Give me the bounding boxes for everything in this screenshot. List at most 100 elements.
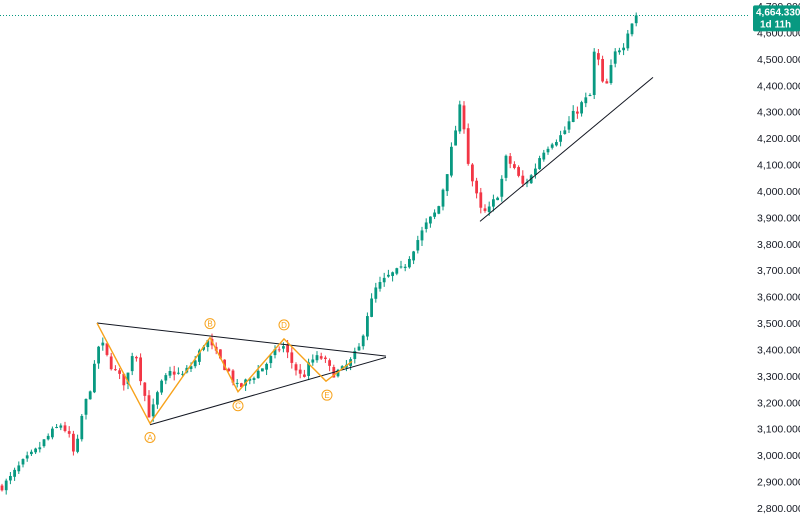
candle-down	[601, 59, 604, 82]
candle-up	[584, 97, 588, 104]
candle-up	[206, 340, 210, 348]
wave-label-c: C	[235, 402, 241, 411]
candle-up	[487, 206, 491, 212]
candle-up	[412, 251, 415, 261]
candle-up	[357, 346, 361, 351]
candle-up	[378, 282, 382, 289]
candle-down	[240, 383, 243, 388]
rising-trendline[interactable]	[479, 76, 654, 222]
candle-down	[471, 164, 474, 182]
candle-up	[424, 222, 428, 229]
candle-up	[408, 258, 411, 268]
candle-up	[626, 33, 630, 49]
candle-up	[580, 102, 583, 114]
wave-label-e-marker	[321, 389, 333, 401]
wave-label-c-marker	[232, 400, 244, 412]
candle-up	[13, 469, 16, 477]
price-tick-label: 4,200.000	[757, 133, 800, 145]
candle-down	[135, 356, 138, 359]
candle-up	[273, 349, 277, 356]
candle-up	[618, 50, 621, 53]
price-tick-label: 3,400.000	[757, 344, 800, 356]
candle-down	[109, 356, 113, 370]
candle-up	[261, 368, 264, 372]
candle-up	[88, 391, 92, 400]
candle-down	[286, 344, 289, 353]
price-tick-label: 4,500.000	[757, 54, 800, 66]
candle-up	[97, 346, 100, 364]
candle-down	[231, 370, 235, 383]
price-tick-label: 2,900.000	[757, 477, 800, 489]
drawings[interactable]: A B C D E	[96, 76, 654, 443]
candle-up	[59, 425, 63, 428]
price-scale[interactable]: 4,700.0004,600.0004,500.0004,400.0004,30…	[757, 1, 800, 514]
candle-down	[605, 81, 609, 84]
candle-down	[319, 356, 323, 359]
candle-up	[416, 240, 420, 251]
candle-down	[479, 192, 483, 208]
candle-up	[55, 426, 58, 428]
candle-up	[282, 346, 285, 349]
candle-up	[21, 459, 25, 465]
candle-down	[122, 373, 126, 386]
candle-down	[294, 364, 298, 371]
triangle-lower-line[interactable]	[149, 356, 387, 426]
candle-up	[202, 346, 205, 350]
candle-down	[462, 105, 466, 130]
last-price-badge-bg	[753, 5, 800, 32]
price-tick-label: 3,800.000	[757, 239, 800, 251]
candle-up	[160, 380, 163, 393]
candle-up	[559, 135, 562, 142]
candle-down	[466, 128, 470, 164]
candle-up	[437, 206, 441, 214]
candle-down	[219, 349, 222, 359]
candle-up	[382, 277, 386, 283]
candle-up	[542, 152, 546, 160]
wave-label-e: E	[324, 391, 329, 400]
candle-up	[265, 363, 268, 370]
candle-up	[340, 366, 344, 370]
price-tick-label: 3,600.000	[757, 292, 800, 304]
candle-down	[298, 369, 302, 374]
candle-up	[235, 382, 239, 384]
wave-zigzag[interactable]	[96, 322, 353, 425]
candle-up	[546, 148, 550, 153]
candle-up	[429, 216, 432, 224]
candle-up	[403, 266, 407, 268]
triangle-upper-line[interactable]	[96, 322, 387, 357]
price-tick-label: 4,300.000	[757, 107, 800, 119]
candle-up	[366, 316, 369, 337]
candle-up	[613, 51, 617, 64]
wave-label-a: A	[147, 433, 153, 442]
candle-down	[277, 349, 281, 351]
candle-up	[189, 366, 193, 369]
price-tick-label: 3,100.000	[757, 424, 800, 436]
candle-down	[483, 208, 487, 211]
candle-up	[315, 355, 319, 361]
candle-up	[17, 465, 21, 472]
candle-up	[76, 438, 79, 452]
candle-down	[227, 368, 231, 372]
candle-up	[391, 272, 394, 276]
wave-label-d: D	[281, 321, 287, 330]
candle-up	[34, 448, 37, 453]
candle-up	[38, 447, 42, 450]
candle-down	[0, 485, 4, 491]
candle-up	[269, 356, 273, 364]
price-tick-label: 3,200.000	[757, 397, 800, 409]
candle-down	[114, 369, 117, 371]
candle-up	[534, 168, 537, 175]
candle-up	[311, 359, 315, 363]
candle-down	[67, 431, 71, 434]
price-tick-label: 3,700.000	[757, 265, 800, 277]
candle-up	[370, 298, 373, 317]
candle-up	[458, 104, 462, 132]
candle-up	[622, 47, 625, 51]
candle-up	[46, 435, 50, 440]
candle-up	[25, 455, 29, 459]
last-price-value: 4,664.330	[756, 7, 800, 18]
candle-up	[567, 121, 571, 130]
price-tick-label: 3,300.000	[757, 371, 800, 383]
